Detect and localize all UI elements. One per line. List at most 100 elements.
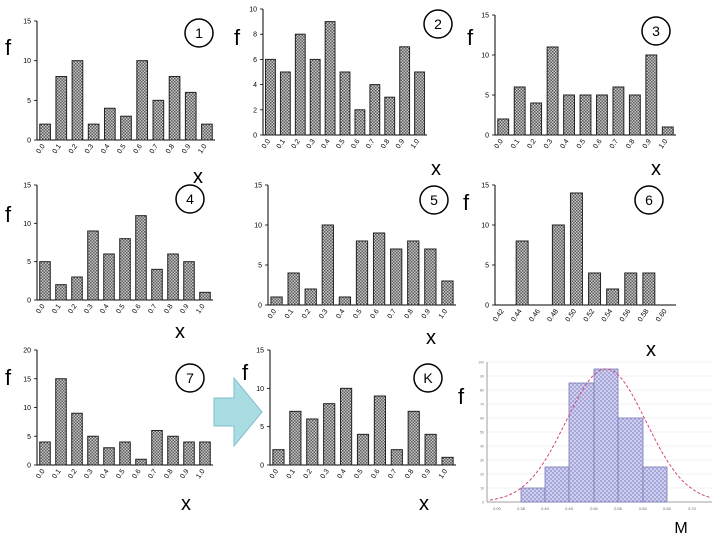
x-tick-label: 0.5 [115, 303, 126, 315]
y-tick-label: 60 [480, 417, 484, 421]
x-tick-label: 0.7 [147, 468, 158, 480]
bar-0.2 [71, 60, 84, 141]
bar-0.2 [306, 418, 319, 466]
chart-1: 0 5 10 15 0.0 0.1 0.2 0.3 0.4 0.5 0.6 0.7 0.8 0.9 1.0 f… [5, 18, 215, 188]
y-tick-label: 5 [27, 98, 31, 105]
x-tick-label: 0.1 [510, 138, 521, 150]
bar-0.8 [407, 240, 420, 306]
bar-0.6 [136, 60, 149, 141]
x-tick-label: 0.2 [526, 138, 537, 150]
x-tick-label: 0.6 [350, 138, 361, 150]
bar-0.8 [168, 76, 181, 141]
y-tick-label: 0 [27, 463, 31, 470]
y-tick-label: 100 [478, 361, 484, 365]
x-tick-label: 0.0 [494, 138, 505, 150]
bar-0.48 [551, 224, 565, 306]
y-tick-label: 4 [253, 82, 257, 89]
y-tick-label: 50 [480, 431, 484, 435]
bar-0.7 [612, 86, 625, 136]
bar-0.3 [321, 224, 334, 306]
y-tick-label: 20 [23, 348, 31, 355]
x-tick-label: 1.0 [195, 303, 206, 315]
bar-0.2 [530, 102, 543, 136]
x-tick-label: 0.7 [147, 303, 158, 315]
x-tick-label: 0.9 [179, 303, 190, 315]
bar-0.3 [87, 230, 99, 301]
y-tick-label: 10 [254, 223, 262, 230]
bar-1.0 [199, 291, 211, 301]
bar-0.7 [152, 99, 165, 141]
x-tick-label: 0.60 [639, 506, 648, 511]
bar-0.1 [55, 378, 67, 466]
y-tick-label: 5 [485, 263, 489, 270]
x-tick-label: 0.9 [642, 138, 653, 150]
x-tick-label: 0.8 [380, 138, 391, 150]
bar-0.6 [354, 109, 366, 136]
x-tick-label: 0.1 [52, 143, 63, 155]
x-axis-label: x [651, 158, 661, 180]
bar-0.7 [151, 430, 163, 466]
x-axis-label: x [646, 339, 656, 361]
bar-0.3 [87, 123, 100, 141]
y-tick-label: 0 [258, 303, 262, 310]
y-tick-label: 5 [27, 259, 31, 266]
bar-0.2 [71, 276, 83, 301]
y-tick-label: 8 [253, 32, 257, 39]
x-tick-label: 0.9 [421, 308, 432, 320]
bar-0.44 [515, 240, 529, 306]
hist-bar [642, 466, 668, 503]
chart-K: 0 5 10 15 0.0 0.1 0.2 0.3 0.4 0.5 0.6 0.7 0.8 0.9 1.0 f… [242, 348, 456, 515]
x-tick-label: 0.8 [625, 138, 636, 150]
bar-0.4 [338, 296, 352, 306]
y-tick-label: 10 [256, 386, 264, 393]
x-tick-label: 0.3 [84, 143, 95, 155]
chart-4: 0 5 10 15 0.0 0.1 0.2 0.3 0.4 0.5 0.6 0.7 0.8 0.9 1.0 f… [5, 183, 213, 343]
y-axis-label: f [463, 190, 470, 215]
x-tick-label: 0.3 [320, 468, 331, 480]
y-tick-label: 15 [254, 183, 262, 190]
x-tick-label: 0.65 [663, 506, 672, 511]
x-tick-label: 0.0 [269, 468, 280, 480]
y-tick-label: 0 [253, 133, 257, 140]
badge-label: 6 [645, 192, 653, 208]
x-tick-label: 0.55 [614, 506, 623, 511]
x-tick-label: 0.4 [336, 468, 347, 480]
y-axis-label: f [458, 384, 465, 409]
y-tick-label: 15 [256, 348, 264, 355]
bar-0.6 [135, 458, 147, 466]
x-tick-label: 0.7 [365, 138, 376, 150]
x-tick-label: 0.8 [404, 468, 415, 480]
x-axis-label: x [175, 321, 185, 343]
bar-0.3 [309, 58, 321, 136]
x-tick-label: 0.6 [369, 308, 380, 320]
bar-0.4 [324, 21, 336, 136]
x-tick-label: 0.45 [565, 506, 574, 511]
bar-0.5 [356, 433, 370, 466]
x-tick-label: 0.8 [404, 308, 415, 320]
bar-0.6 [135, 215, 147, 301]
bar-0.56 [624, 272, 638, 306]
y-tick-label: 70 [480, 403, 484, 407]
bar-0.0 [39, 261, 51, 301]
chart-7: 0 5 10 15 20 0.0 0.1 0.2 0.3 0.4 0.5 0.6 0.7 0.8 0.9 1.… [5, 348, 213, 515]
x-tick-label: 0.5 [576, 138, 587, 150]
y-axis-label: f [242, 360, 249, 385]
x-tick-label: 0.60 [655, 308, 669, 323]
bar-0.2 [294, 33, 306, 136]
x-tick-label: 0.44 [510, 308, 524, 323]
badge-circle [184, 18, 214, 48]
x-tick-label: 0.5 [353, 468, 364, 480]
bar-1.0 [661, 126, 674, 136]
badge-circle [175, 363, 205, 393]
y-tick-label: 2 [253, 107, 257, 114]
bar-0.58 [642, 272, 656, 306]
x-tick-label: 0.52 [583, 308, 597, 323]
bar-0.9 [424, 433, 437, 466]
bar-0.7 [390, 248, 403, 306]
x-tick-label: 0.4 [100, 143, 111, 155]
bar-0.4 [103, 253, 115, 301]
x-tick-label: 0.42 [492, 308, 506, 323]
x-tick-label: 0.8 [163, 468, 174, 480]
badge-label: 2 [434, 16, 442, 32]
